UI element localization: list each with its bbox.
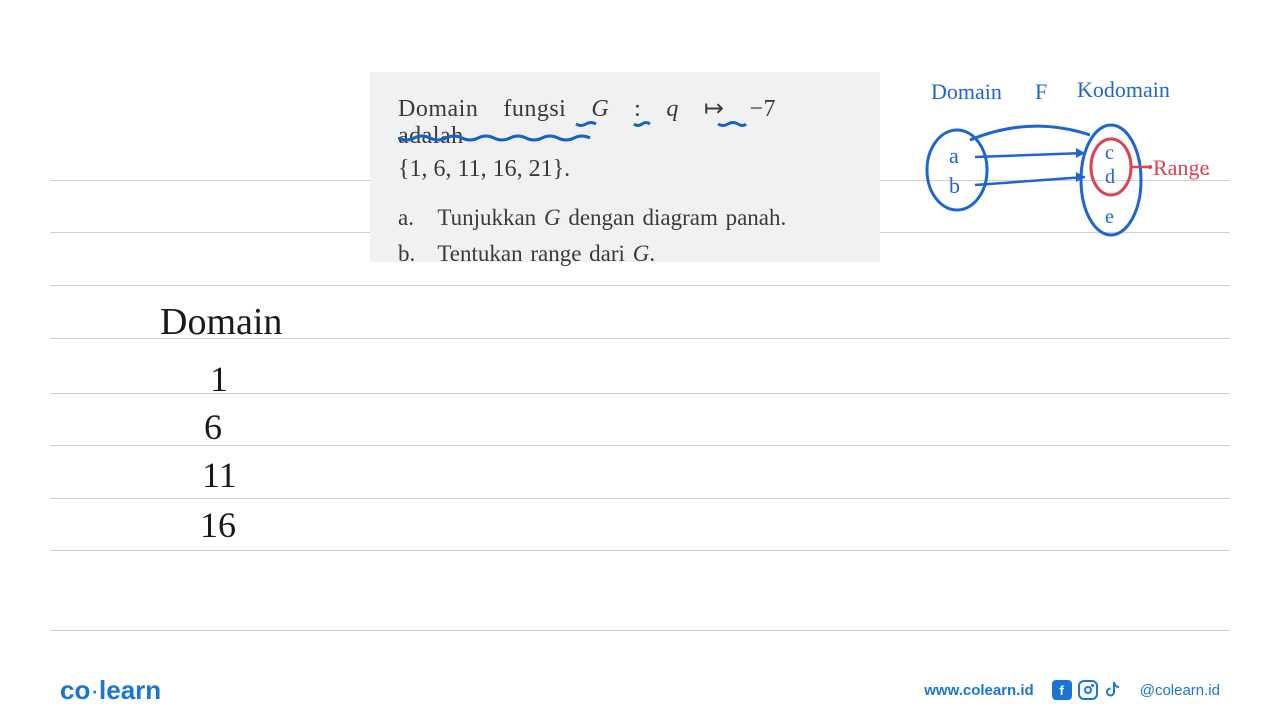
diagram-range-label: Range (1153, 155, 1209, 180)
facebook-icon: f (1052, 680, 1072, 700)
svg-text:.: . (1205, 155, 1211, 180)
question-item-a: a. Tunjukkan G dengan diagram panah. (398, 205, 852, 231)
footer: co·learn www.colearn.id f @colearn.id (0, 660, 1280, 720)
question-box: Domain fungsi G : q ↦ −7 adalah {1, 6, 1… (370, 72, 880, 262)
handwriting-domain-title: Domain (160, 300, 282, 344)
arrow-diagram: Domain F Kodomain Range a b c d e . (915, 75, 1265, 275)
q-text: Domain fungsi G : q ↦ −7 adalah (398, 96, 789, 149)
logo: co·learn (60, 675, 161, 706)
item-text: Tunjukkan G dengan diagram panah. (437, 205, 786, 230)
handwriting-value-11: 11 (202, 454, 237, 496)
ruled-line (50, 550, 1230, 551)
question-item-b: b. Tentukan range dari G. (398, 241, 852, 267)
tiktok-icon (1104, 680, 1122, 700)
handwriting-value-1: 1 (210, 358, 228, 400)
footer-url: www.colearn.id (924, 682, 1033, 699)
item-label: a. (398, 205, 430, 231)
question-line2: {1, 6, 11, 16, 21}. (398, 156, 852, 183)
footer-right: www.colearn.id f @colearn.id (924, 680, 1220, 700)
ruled-line (50, 498, 1230, 499)
footer-handle: @colearn.id (1140, 682, 1220, 699)
svg-text:a: a (949, 143, 959, 168)
item-label: b. (398, 241, 430, 267)
ruled-line (50, 445, 1230, 446)
svg-text:e: e (1105, 206, 1114, 228)
ruled-line (50, 630, 1230, 631)
ruled-line (50, 285, 1230, 286)
diagram-domain-label: Domain (931, 79, 1002, 104)
handwriting-value-6: 6 (204, 406, 222, 448)
svg-text:c: c (1105, 142, 1114, 164)
social-icons: f (1052, 680, 1122, 700)
handwriting-value-16: 16 (200, 504, 236, 546)
diagram-kodomain-label: Kodomain (1077, 77, 1170, 102)
item-text: Tentukan range dari G. (437, 241, 655, 266)
question-line1: Domain fungsi G : q ↦ −7 adalah (398, 94, 852, 150)
diagram-f-label: F (1035, 79, 1047, 104)
svg-text:b: b (949, 173, 960, 198)
instagram-icon (1078, 680, 1098, 700)
svg-text:d: d (1105, 166, 1115, 188)
